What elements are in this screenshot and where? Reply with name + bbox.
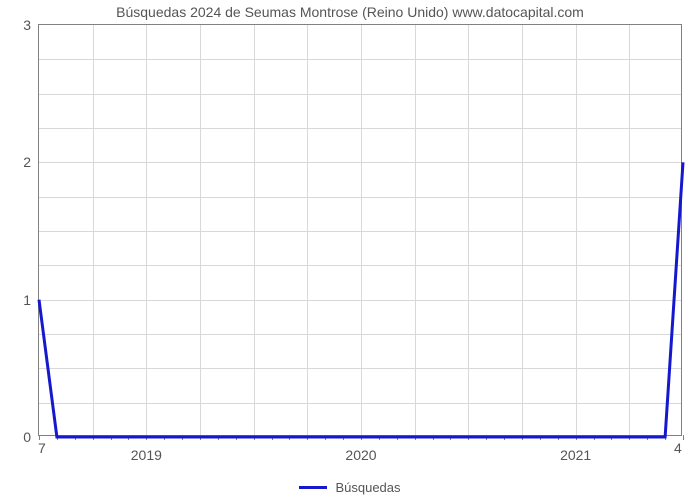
x-axis-label: 2021	[560, 435, 591, 463]
legend-label: Búsquedas	[335, 480, 400, 495]
y-axis-label: 3	[23, 17, 39, 33]
plot-area: 0123201920202021	[38, 24, 682, 436]
x-axis-label: 2019	[131, 435, 162, 463]
legend-item: Búsquedas	[299, 480, 400, 495]
corner-label-left: 7	[38, 440, 46, 456]
legend-swatch	[299, 486, 327, 489]
chart-container: Búsquedas 2024 de Seumas Montrose (Reino…	[0, 0, 700, 500]
y-axis-label: 2	[23, 154, 39, 170]
corner-label-right: 4	[674, 440, 682, 456]
legend: Búsquedas	[0, 476, 700, 495]
line-layer	[39, 25, 681, 435]
y-axis-label: 1	[23, 292, 39, 308]
y-axis-label: 0	[23, 429, 39, 445]
x-axis-label: 2020	[345, 435, 376, 463]
chart-title: Búsquedas 2024 de Seumas Montrose (Reino…	[0, 4, 700, 20]
x-axis-tick	[683, 435, 684, 440]
series-line	[39, 162, 683, 437]
